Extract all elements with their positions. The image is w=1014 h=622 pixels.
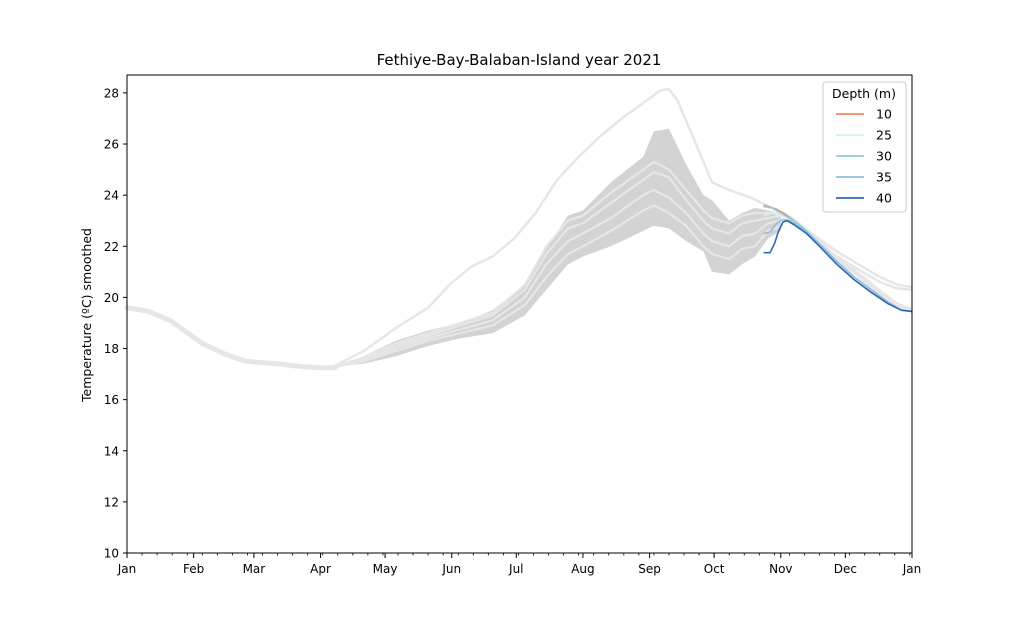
axes-frame [126, 74, 913, 554]
y-tick-label: 22 [104, 240, 119, 254]
x-tick-label: Jan [902, 562, 922, 576]
climatology-max-line-lower [814, 240, 913, 291]
climatology-inner-line-3 [330, 160, 781, 369]
legend-label-10: 10 [876, 107, 892, 122]
legend-box [822, 81, 907, 213]
x-tick-label: Sep [638, 562, 661, 576]
series-line-35 [763, 218, 913, 313]
x-tick-label: Oct [704, 562, 725, 576]
x-tick-label: Dec [834, 562, 857, 576]
chart-title: Fethiye-Bay-Balaban-Island year 2021 [377, 51, 662, 69]
climatology-max-line [330, 87, 913, 369]
x-tick-label: Feb [183, 562, 204, 576]
y-tick-label: 20 [104, 291, 119, 305]
legend-label-40: 40 [876, 191, 892, 206]
x-tick-label: Aug [571, 562, 594, 576]
x-tick-label: Apr [310, 562, 331, 576]
legend: Depth (m) 10 25 30 35 40 [822, 81, 907, 213]
climatology-inner-line-2 [331, 170, 782, 369]
x-tick-label: Jul [508, 562, 523, 576]
legend-label-35: 35 [876, 170, 892, 185]
climatology-inner-line-0 [331, 204, 782, 369]
series-line-40 [763, 219, 913, 313]
legend-label-30: 30 [876, 149, 892, 164]
x-tick-label: May [373, 562, 398, 576]
y-tick-label: 10 [104, 547, 119, 561]
plot-area: 10 12 14 16 18 20 22 24 26 28 Jan Feb Mar Apr May Jun Ju… [104, 74, 922, 576]
y-tick-label: 24 [104, 189, 119, 203]
y-axis-label: Temperature (ºC) smoothed [79, 228, 94, 403]
climatology-early-line [124, 305, 339, 371]
x-tick-label: Mar [243, 562, 266, 576]
legend-label-25: 25 [876, 128, 892, 143]
y-tick-label: 12 [104, 495, 119, 509]
x-tick-label: Jan [117, 562, 137, 576]
y-tick-label: 28 [104, 86, 119, 100]
x-tick-label: Nov [769, 562, 792, 576]
y-tick-label: 14 [104, 444, 119, 458]
y-tick-label: 26 [104, 138, 119, 152]
climatology-inner-line-1 [331, 188, 782, 369]
legend-title: Depth (m) [832, 86, 896, 101]
y-tick-label: 16 [104, 393, 119, 407]
x-tick-label: Jun [441, 562, 461, 576]
y-tick-label: 18 [104, 342, 119, 356]
